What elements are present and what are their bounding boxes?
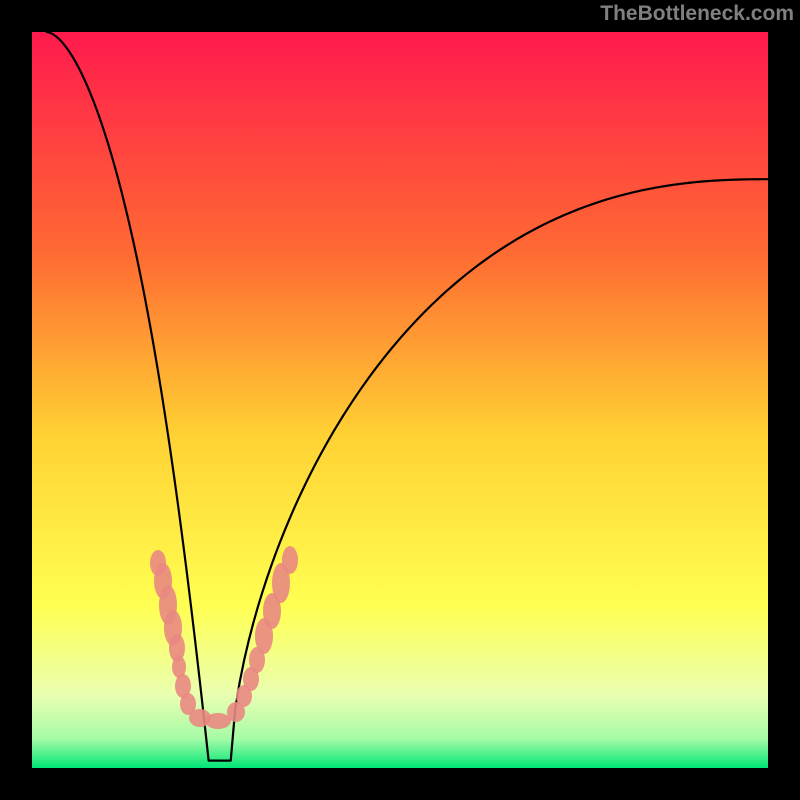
chart-svg [32, 32, 768, 768]
watermark-text: TheBottleneck.com [600, 2, 794, 26]
gradient-background [32, 32, 768, 768]
data-marker [205, 713, 231, 729]
data-marker [282, 546, 298, 574]
plot-area [32, 32, 768, 768]
figure-outer: TheBottleneck.com [0, 0, 800, 800]
